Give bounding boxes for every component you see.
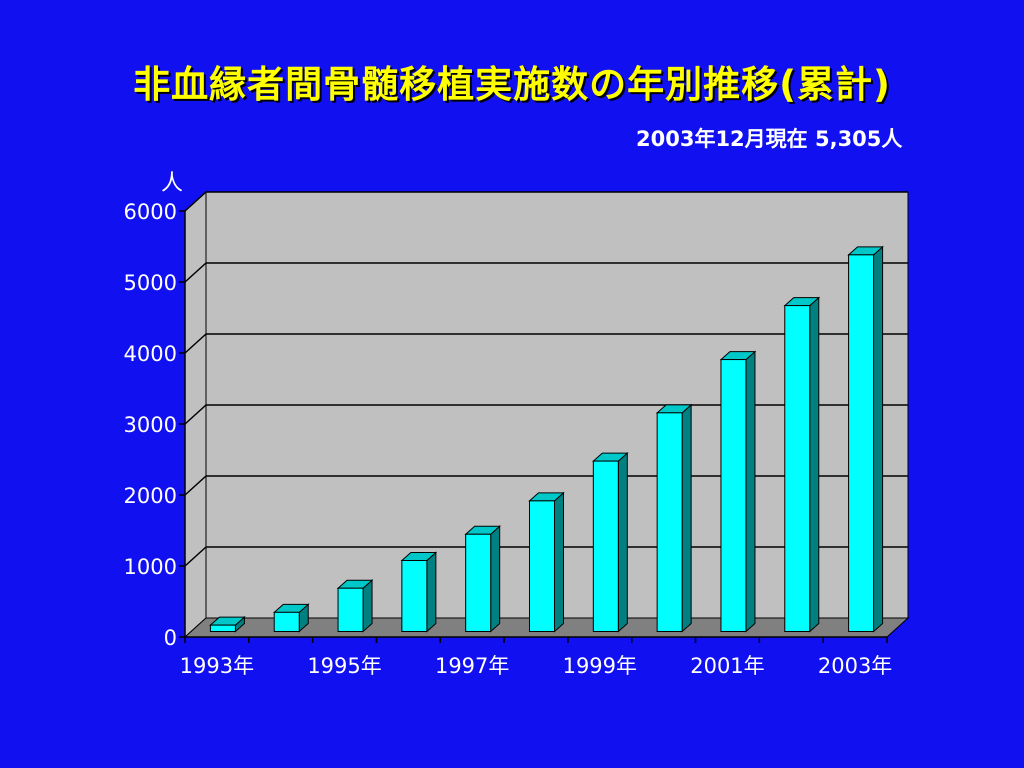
bar: [847, 245, 884, 633]
bar-front: [592, 460, 619, 632]
bar-side: [554, 491, 564, 633]
bar-side: [681, 403, 692, 633]
bar-side: [873, 245, 884, 633]
x-tick-label: 1993年: [180, 654, 254, 678]
bar: [719, 350, 757, 633]
bars: [209, 245, 884, 633]
bar: [528, 491, 565, 633]
x-tick-label: 2001年: [690, 654, 764, 678]
y-tick-label: 3000: [124, 413, 177, 437]
bar-side: [362, 579, 373, 633]
y-tick-label: 2000: [124, 484, 177, 508]
bar-front: [209, 624, 236, 632]
axis-labels: 0 1000 2000 3000 4000 5000 6000 1993年 1995年 1997年…: [124, 171, 893, 678]
bar-side: [617, 451, 628, 633]
bar-front: [401, 560, 428, 632]
y-tick-label: 0: [164, 626, 177, 650]
x-tick-label: 1999年: [563, 654, 637, 678]
gridline-side: [184, 546, 207, 567]
bar-front: [784, 305, 811, 632]
bar: [336, 579, 374, 633]
x-tick-label: 1997年: [435, 654, 509, 678]
gridline-side: [184, 333, 207, 354]
bar-side: [809, 296, 820, 633]
bar-side: [490, 525, 501, 633]
x-tick-label: 1995年: [307, 654, 381, 678]
bar-front: [273, 611, 300, 633]
bar-side: [426, 551, 437, 633]
bar-front: [848, 254, 875, 632]
gridline-side: [184, 475, 207, 496]
y-tick-label: 6000: [124, 200, 177, 224]
bar-front: [720, 359, 747, 632]
slide-subtitle: 2003年12月現在 5,305人: [636, 127, 903, 151]
y-tick-label: 1000: [124, 555, 177, 579]
gridline-side: [184, 191, 207, 212]
bar-side: [745, 350, 756, 633]
bar: [464, 525, 501, 633]
bar-front: [656, 412, 683, 632]
gridline-side: [184, 404, 207, 425]
y-tick-label: 4000: [124, 342, 177, 366]
bar-front: [337, 587, 364, 633]
x-tick-label: 2003年: [818, 654, 892, 678]
y-axis-unit-label: 人: [161, 171, 183, 196]
bar: [209, 615, 246, 633]
bar: [400, 551, 438, 633]
bar: [655, 403, 693, 633]
bar: [783, 296, 821, 633]
slide-title: 非血縁者間骨髄移植実施数の年別推移(累計): [133, 63, 891, 106]
axes: [179, 210, 888, 643]
bar: [272, 603, 310, 633]
bar-front: [529, 500, 555, 632]
bar: [592, 451, 629, 633]
y-tick-label: 5000: [124, 271, 177, 295]
gridline-side: [184, 262, 207, 283]
bar-front: [465, 533, 492, 632]
